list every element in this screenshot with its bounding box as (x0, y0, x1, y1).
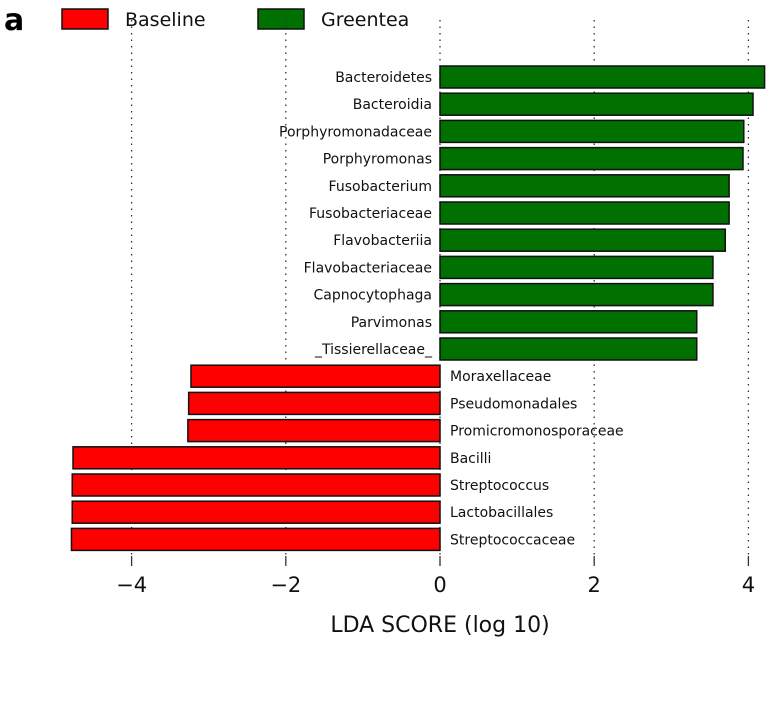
bar-label: Streptococcus (450, 478, 549, 494)
bar-label: Porphyromonas (323, 152, 432, 168)
bar-label: Bacilli (450, 451, 491, 467)
bar (71, 500, 441, 524)
bar-label: Fusobacteriaceae (309, 206, 432, 222)
bar-label: Parvimonas (351, 315, 432, 331)
bar (439, 282, 714, 307)
bar (71, 473, 441, 497)
x-tick-label: 2 (588, 573, 601, 597)
legend: Baseline Greentea (61, 8, 409, 31)
bar-label: Porphyromonadaceae (279, 124, 432, 140)
x-tick-label: −4 (116, 573, 147, 597)
legend-label-greentea: Greentea (321, 9, 409, 31)
bar-label: Flavobacteriaceae (304, 260, 432, 276)
bar-label: Bacteroidia (353, 97, 432, 113)
bar (72, 446, 441, 470)
bar (187, 391, 441, 416)
bar-label: Moraxellaceae (450, 369, 551, 385)
x-tick-label: 0 (433, 573, 446, 597)
bar-label: Fusobacterium (329, 179, 432, 195)
bar (439, 174, 730, 198)
bar (439, 65, 766, 89)
bar-label: Pseudomonadales (450, 396, 577, 412)
bar (190, 364, 441, 388)
x-tick-label: 4 (742, 573, 755, 597)
bars: Bacteroidetes Bacteroidia Porphyromonadace… (70, 65, 766, 552)
bar-label: Promicromonosporaceae (450, 424, 624, 440)
bar (439, 228, 727, 252)
bar-label: Bacteroidetes (335, 70, 432, 86)
panel-label: a (4, 3, 24, 38)
x-axis-label: LDA SCORE (log 10) (330, 613, 549, 638)
legend-swatch-baseline (61, 8, 109, 30)
bar (439, 119, 745, 144)
legend-swatch-greentea (257, 8, 305, 30)
bar-label: Streptococcaceae (450, 532, 575, 548)
bar (439, 337, 698, 361)
bar (70, 527, 441, 552)
legend-label-baseline: Baseline (125, 9, 206, 31)
bar (439, 255, 714, 280)
bar (439, 92, 754, 116)
bar (439, 310, 698, 334)
x-axis: −4 −2 0 2 4 (116, 556, 755, 597)
bar (439, 201, 730, 225)
bar-label: Flavobacteriia (333, 233, 432, 249)
bar-label: Capnocytophaga (313, 288, 432, 304)
x-tick-label: −2 (270, 573, 301, 597)
bar (439, 146, 744, 171)
bar-label: Lactobacillales (450, 505, 553, 521)
bar (187, 418, 441, 443)
bar-label: _Tissierellaceae_ (314, 342, 433, 358)
